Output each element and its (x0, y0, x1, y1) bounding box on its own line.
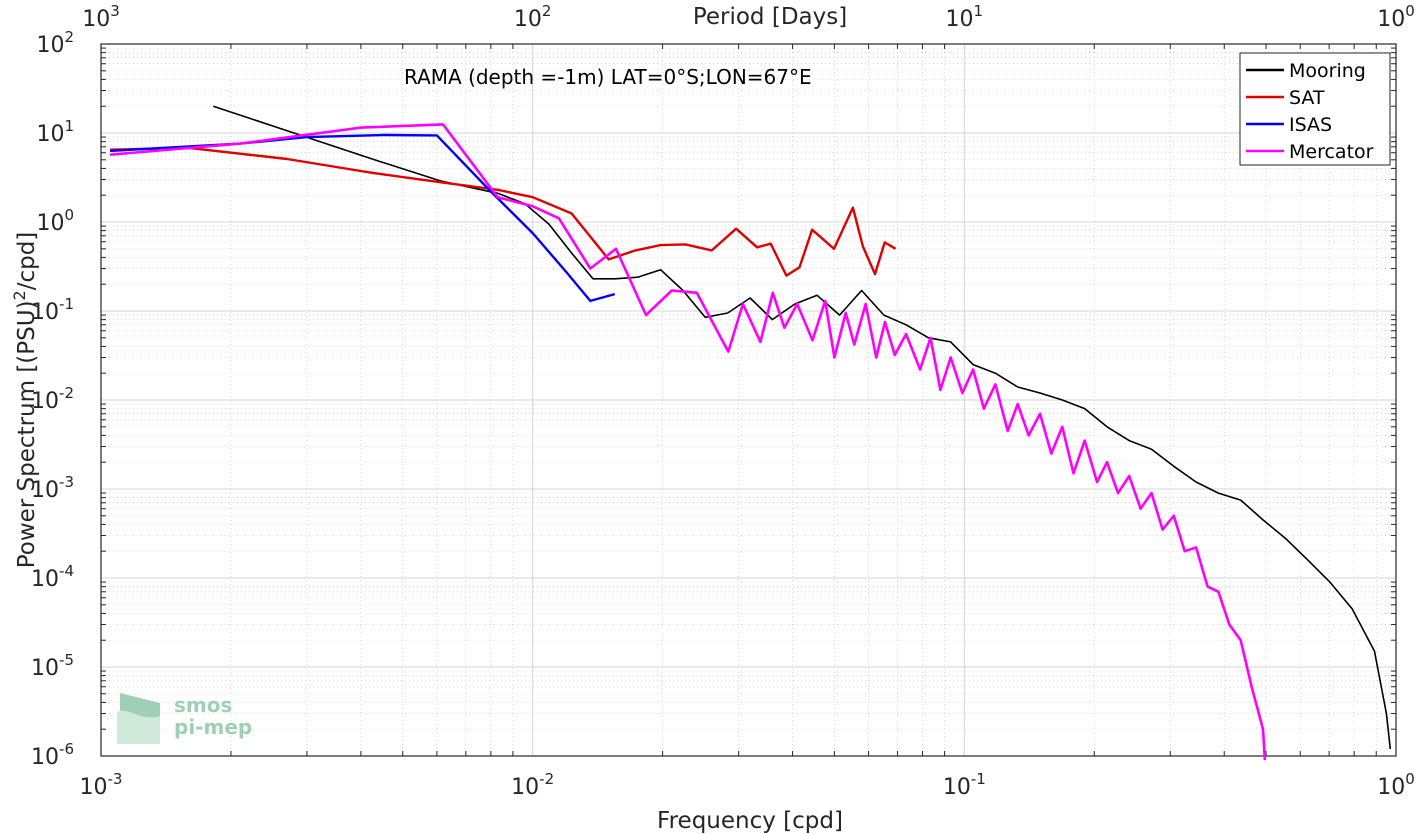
y-tick-label: 10-1 (31, 295, 74, 325)
legend-label-mercator: Mercator (1289, 141, 1374, 163)
series-lines (109, 105, 1392, 761)
tick-exponent: -4 (59, 562, 74, 580)
legend-label-isas: ISAS (1289, 114, 1332, 136)
logo-graphic-wave (117, 710, 160, 744)
x-axis-title: Frequency [cpd] (657, 808, 843, 834)
tick-base: 10 (82, 7, 110, 32)
tick-exponent: 0 (1405, 770, 1415, 788)
tick-base: 10 (514, 7, 542, 32)
tick-exponent: -2 (59, 384, 74, 402)
axis-ticks (101, 44, 1396, 756)
top-tick-label: 103 (82, 2, 120, 32)
tick-base: 10 (31, 300, 59, 325)
tick-exponent: 1 (64, 117, 74, 135)
top-axis-title: Period [Days] (693, 4, 847, 30)
tick-base: 10 (36, 122, 64, 147)
tick-base: 10 (31, 567, 59, 592)
legend-label-sat: SAT (1289, 87, 1325, 109)
tick-base: 10 (31, 389, 59, 414)
y-axis-title-tail: /cpd] (14, 232, 40, 291)
tick-exponent: 1 (974, 2, 984, 20)
tick-exponent: -3 (108, 770, 123, 788)
series-line-mooring (213, 105, 1392, 750)
tick-base: 10 (36, 211, 64, 236)
y-tick-label: 10-2 (31, 384, 74, 414)
logo-text-pi-mep: pi-mep (174, 715, 252, 739)
y-axis-title: Power Spectrum [(PSU)2/cpd] (10, 232, 40, 569)
chart-annotation: RAMA (depth =-1m) LAT=0°S;LON=67°E (404, 65, 812, 89)
y-tick-label: 10-5 (31, 651, 74, 681)
y-axis-title-main: Power Spectrum [(PSU) (14, 300, 40, 568)
y-tick-label: 102 (36, 28, 74, 58)
y-tick-label: 100 (36, 206, 74, 236)
tick-exponent: -6 (59, 740, 74, 758)
tick-base: 10 (80, 775, 108, 800)
top-tick-label: 101 (946, 2, 984, 32)
y-tick-label: 10-3 (31, 473, 74, 503)
tick-base: 10 (31, 745, 59, 770)
x-tick-label: 10-2 (511, 770, 554, 800)
legend: Mooring SAT ISAS Mercator (1239, 52, 1391, 166)
tick-exponent: -5 (59, 651, 74, 669)
x-tick-label: 100 (1377, 770, 1415, 800)
x-tick-label: 10-3 (80, 770, 123, 800)
tick-base: 10 (943, 775, 971, 800)
y-axis-title-sup: 2 (10, 290, 29, 300)
tick-exponent: -1 (59, 295, 74, 313)
legend-label-mooring: Mooring (1289, 60, 1366, 82)
tick-exponent: 2 (542, 2, 552, 20)
y-tick-label: 10-6 (31, 740, 74, 770)
tick-base: 10 (1377, 7, 1405, 32)
top-tick-labels: 103 102 101 100 (82, 2, 1415, 32)
logo-text-smos: smos (174, 693, 232, 717)
tick-exponent: -2 (539, 770, 554, 788)
tick-exponent: -1 (971, 770, 986, 788)
tick-base: 10 (511, 775, 539, 800)
tick-exponent: -3 (59, 473, 74, 491)
tick-exponent: 0 (1405, 2, 1415, 20)
y-tick-label: 101 (36, 117, 74, 147)
plot-frame (100, 43, 1397, 757)
x-tick-labels: 10-3 10-2 10-1 100 (80, 770, 1415, 800)
tick-exponent: 0 (64, 206, 74, 224)
top-tick-label: 102 (514, 2, 552, 32)
series-line-sat (110, 146, 897, 277)
tick-base: 10 (31, 478, 59, 503)
tick-base: 10 (31, 656, 59, 681)
tick-base: 10 (946, 7, 974, 32)
series-line-mercator (109, 123, 1267, 761)
tick-exponent: 3 (110, 2, 120, 20)
tick-exponent: 2 (64, 28, 74, 46)
legend-box (1239, 52, 1391, 166)
tick-base: 10 (36, 33, 64, 58)
major-grid (100, 43, 1397, 757)
top-tick-label: 100 (1377, 2, 1415, 32)
y-tick-label: 10-4 (31, 562, 74, 592)
x-tick-label: 10-1 (943, 770, 986, 800)
smos-pi-mep-logo: smos pi-mep (117, 693, 252, 744)
tick-base: 10 (1377, 775, 1405, 800)
